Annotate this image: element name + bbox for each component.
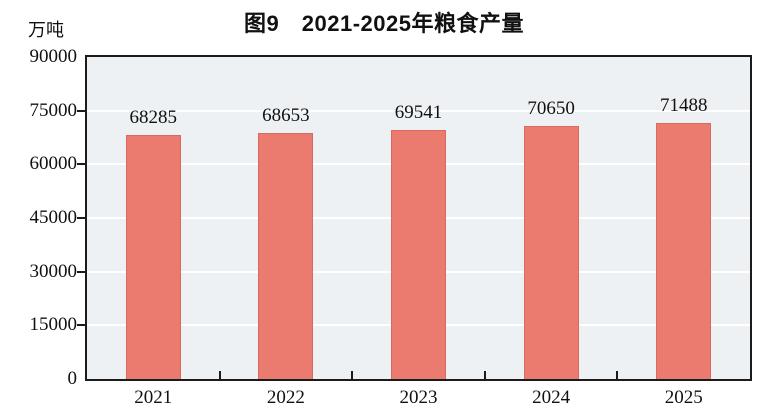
- x-axis-tick: [351, 371, 354, 379]
- y-axis-tick: [77, 163, 85, 166]
- y-axis-tick: [77, 109, 85, 112]
- y-tick-label: 15000: [29, 314, 78, 336]
- bar-value-label: 71488: [659, 95, 708, 117]
- gridline: [87, 109, 750, 112]
- bar-2021: [125, 134, 181, 379]
- x-axis-tick: [218, 371, 221, 379]
- plot-area: 68285 68653 69541 70650 71488: [85, 55, 752, 381]
- y-axis-tick: [77, 270, 85, 273]
- bar-2025: [656, 123, 712, 379]
- bar-value-label: 69541: [394, 102, 443, 124]
- x-tick-label-2021: 2021: [134, 387, 173, 408]
- bar-value-label: 68653: [262, 105, 310, 127]
- y-tick-label: 30000: [29, 260, 78, 282]
- y-tick-label: 60000: [29, 153, 78, 175]
- x-axis-tick: [483, 371, 486, 379]
- y-axis-unit-label: 万吨: [28, 20, 64, 40]
- bar-2024: [523, 126, 579, 379]
- x-tick-label-2023: 2023: [399, 387, 438, 408]
- x-axis-tick: [616, 371, 619, 379]
- bar-2022: [258, 133, 314, 379]
- x-tick-label-2024: 2024: [532, 387, 571, 408]
- y-axis-tick: [77, 217, 85, 219]
- x-tick-label-2025: 2025: [664, 387, 703, 408]
- y-tick-label: 0: [67, 368, 78, 389]
- bar-value-label: 68285: [129, 106, 178, 128]
- bar-2023: [391, 130, 446, 379]
- y-tick-label: 90000: [29, 46, 78, 67]
- y-axis-tick: [77, 324, 85, 327]
- y-tick-label: 75000: [29, 99, 78, 121]
- y-tick-label: 45000: [29, 207, 78, 228]
- bar-value-label: 70650: [527, 98, 575, 120]
- chart-title: 图9 2021-2025年粮食产量: [244, 11, 524, 36]
- x-tick-label-2022: 2022: [266, 387, 305, 408]
